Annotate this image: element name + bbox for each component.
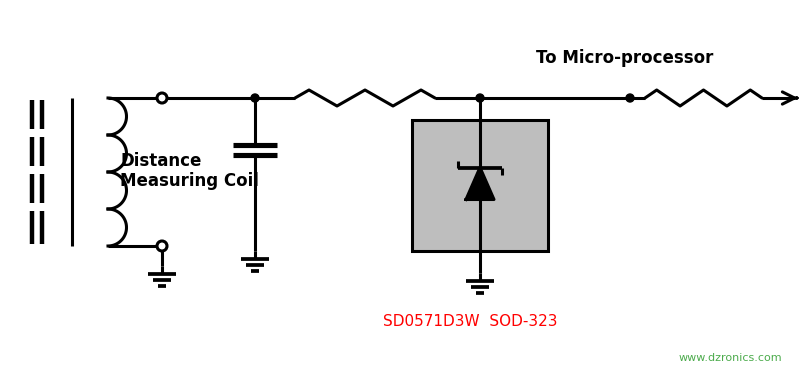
- Circle shape: [157, 93, 167, 103]
- Circle shape: [476, 94, 484, 102]
- Circle shape: [626, 94, 634, 102]
- Text: www.dzronics.com: www.dzronics.com: [678, 353, 782, 363]
- Bar: [412, 120, 548, 251]
- Text: To Micro-processor: To Micro-processor: [536, 49, 714, 67]
- Text: Distance
Measuring Coil: Distance Measuring Coil: [120, 152, 259, 190]
- Polygon shape: [466, 167, 494, 200]
- Circle shape: [157, 241, 167, 251]
- Circle shape: [251, 94, 259, 102]
- Text: SD0571D3W  SOD-323: SD0571D3W SOD-323: [383, 314, 557, 329]
